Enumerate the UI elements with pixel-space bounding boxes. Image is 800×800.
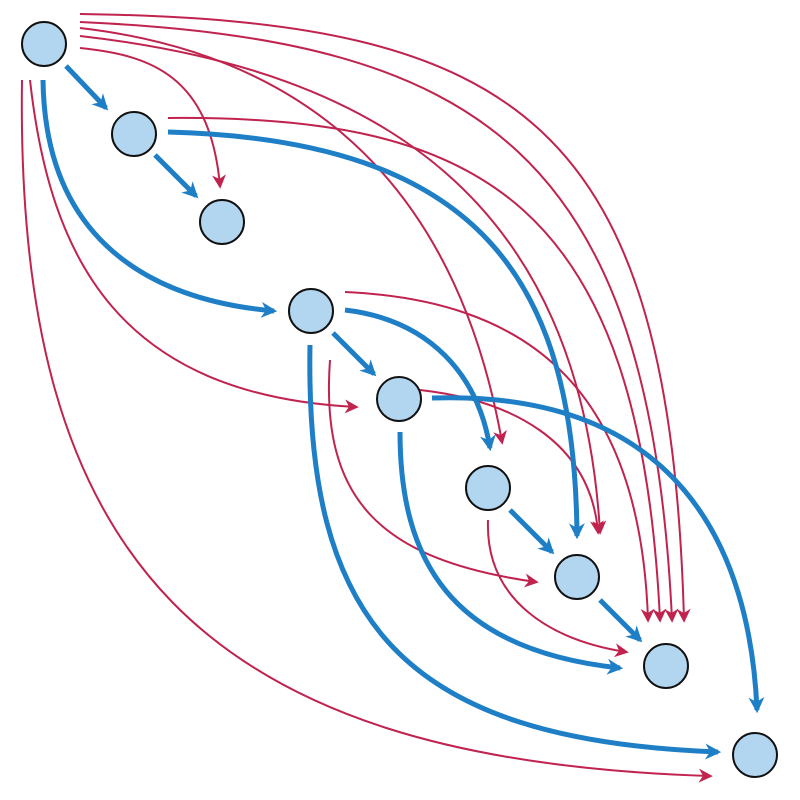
edge-n2-n7 xyxy=(167,129,585,540)
primary-edges xyxy=(40,64,765,760)
edge-n1-n4 xyxy=(40,79,278,318)
edge-n5-n9 xyxy=(431,395,765,714)
node-n1 xyxy=(21,21,67,67)
edge-n2-n8 xyxy=(167,116,667,623)
edge-n4-n9 xyxy=(307,344,722,760)
edge-n1-n8-a xyxy=(79,13,691,623)
node-n2 xyxy=(111,111,157,157)
edge-n2-n3 xyxy=(153,153,199,199)
edge-n1-n7 xyxy=(79,35,607,535)
edge-n4-n7 xyxy=(328,359,539,588)
edge-n1-n8-b xyxy=(79,21,679,623)
edge-n4-n6 xyxy=(344,307,496,452)
node-n9 xyxy=(732,732,778,778)
edge-n1-n3 xyxy=(79,47,226,189)
node-n6 xyxy=(465,465,511,511)
edge-n1-n5 xyxy=(29,79,359,414)
edge-n7-n8 xyxy=(598,598,643,643)
node-n5 xyxy=(376,376,422,422)
edge-n1-n2 xyxy=(64,64,109,111)
edge-n5-n8 xyxy=(397,431,624,675)
edge-n1-n6 xyxy=(79,27,507,445)
edge-n6-n7 xyxy=(508,508,555,555)
nodes xyxy=(21,21,778,778)
node-n4 xyxy=(288,288,334,334)
edge-n4-n5 xyxy=(331,331,377,377)
edge-n1-n9 xyxy=(20,79,713,783)
node-n3 xyxy=(199,199,245,245)
edge-n6-n8 xyxy=(486,519,629,658)
node-n8 xyxy=(643,643,689,689)
node-n7 xyxy=(554,554,600,600)
